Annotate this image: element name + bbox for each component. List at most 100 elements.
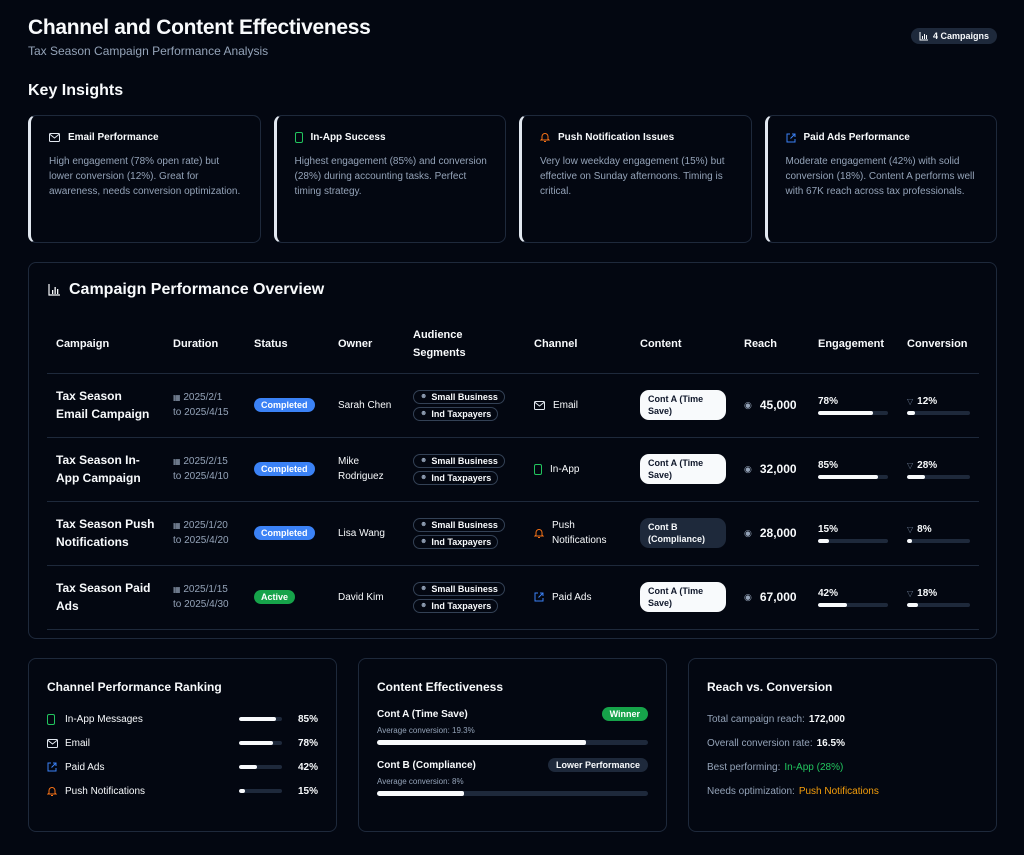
insight-card-paid: Paid Ads Performance Moderate engagement… [764, 115, 997, 243]
content-cell: Cont B (Compliance) [631, 501, 735, 566]
phone-icon [534, 463, 542, 475]
column-header: Owner [329, 315, 404, 374]
ranking-item: Email 78% [47, 731, 318, 755]
users-icon: ☻ [420, 393, 428, 400]
channel-cell: In-App [525, 437, 631, 502]
best-performing-value: In-App (28%) [784, 761, 844, 773]
eye-icon: ◉ [744, 399, 752, 410]
content-b-block: Cont B (Compliance) Lower Performance Av… [377, 758, 648, 796]
column-header: Status [245, 315, 329, 374]
campaign-duration: ▦ 2025/1/20 to 2025/4/20 [164, 501, 245, 566]
conversion-bar [907, 474, 970, 479]
table-row[interactable]: Tax Season Email Campaign ▦ 2025/2/1 to 2… [47, 373, 979, 438]
reach-cell: ◉ 32,000 [735, 437, 809, 502]
column-header: Conversion [898, 315, 979, 374]
total-reach-row: Total campaign reach: 172,000 [707, 713, 845, 725]
needs-optimization-row: Needs optimization: Push Notifications [707, 785, 879, 797]
ranking-value: 42% [297, 761, 318, 773]
engagement-bar [818, 538, 888, 543]
external-link-icon [534, 592, 544, 602]
owner: Lisa Wang [329, 501, 404, 566]
card-title: Channel Performance Ranking [47, 680, 222, 694]
eye-icon: ◉ [744, 591, 752, 602]
ranking-value: 78% [297, 737, 318, 749]
engagement-cell: 15% [809, 501, 898, 566]
campaign-duration: ▦ 2025/2/1 to 2025/4/15 [164, 373, 245, 438]
campaign-name: Tax Season Email Campaign [47, 373, 164, 438]
calendar-icon: ▦ [173, 521, 181, 530]
best-performing-row: Best performing: In-App (28%) [707, 761, 844, 773]
bell-icon [540, 132, 550, 143]
eye-icon: ◉ [744, 463, 752, 474]
users-icon: ☻ [420, 457, 428, 464]
engagement-bar [818, 474, 888, 479]
campaign-duration: ▦ 2025/1/15 to 2025/4/30 [164, 565, 245, 630]
conversion-rate-row: Overall conversion rate: 16.5% [707, 737, 845, 749]
bell-icon [47, 786, 65, 797]
content-label: Cont A (Time Save) [377, 708, 468, 720]
users-icon: ☻ [420, 410, 428, 417]
ranking-label: Email [65, 737, 91, 749]
eye-icon: ◉ [744, 527, 752, 538]
channel-cell: Email [525, 373, 631, 438]
campaign-name: Tax Season Push Notifications [47, 501, 164, 566]
key-insights-title: Key Insights [28, 82, 124, 99]
conversion-cell: ▽ 8% [898, 501, 979, 566]
reach-cell: ◉ 28,000 [735, 501, 809, 566]
channel-ranking-card: Channel Performance Ranking In-App Messa… [28, 658, 337, 832]
status-badge: Active [254, 590, 296, 604]
column-header: Campaign [47, 315, 164, 374]
users-icon: ☻ [420, 602, 428, 609]
content-cell: Cont A (Time Save) [631, 437, 735, 502]
segment-badge: ☻ Ind Taxpayers [413, 406, 499, 421]
content-cell: Cont A (Time Save) [631, 373, 735, 438]
phone-icon [47, 713, 65, 725]
segments-cell: ☻ Small Business ☻ Ind Taxpayers [404, 501, 525, 566]
status-cell: Completed [245, 437, 329, 502]
funnel-icon: ▽ [907, 460, 914, 470]
segment-badge: ☻ Small Business [413, 389, 505, 404]
content-a-block: Cont A (Time Save) Winner Average conver… [377, 707, 648, 745]
conversion-bar [907, 538, 970, 543]
insight-card-push: Push Notification Issues Very low weekda… [519, 115, 752, 243]
external-link-icon [786, 133, 796, 143]
calendar-icon: ▦ [173, 585, 181, 594]
content-badge: Cont A (Time Save) [640, 582, 726, 612]
channel-cell: Paid Ads [525, 565, 631, 630]
page-subtitle: Tax Season Campaign Performance Analysis [28, 44, 269, 58]
insight-title: Paid Ads Performance [803, 132, 910, 143]
total-reach-value: 172,000 [808, 713, 845, 725]
segment-badge: ☻ Ind Taxpayers [413, 470, 499, 485]
mail-icon [47, 738, 65, 748]
insight-title: In-App Success [310, 132, 386, 143]
lower-performance-badge: Lower Performance [547, 758, 648, 772]
ranking-bar [239, 741, 282, 745]
content-cell: Cont A (Time Save) [631, 565, 735, 630]
column-header: Audience Segments [404, 315, 525, 374]
content-bar [377, 791, 648, 796]
content-badge: Cont A (Time Save) [640, 454, 726, 484]
ranking-bar [239, 789, 282, 793]
column-header: Engagement [809, 315, 898, 374]
mail-icon [534, 400, 545, 410]
table-header-row: Campaign Duration Status Owner Audience … [47, 315, 979, 374]
table-row[interactable]: Tax Season Push Notifications ▦ 2025/1/2… [47, 501, 979, 566]
segments-cell: ☻ Small Business ☻ Ind Taxpayers [404, 437, 525, 502]
insight-text: Highest engagement (85%) and conversion … [294, 156, 487, 197]
segment-badge: ☻ Small Business [413, 517, 505, 532]
campaign-table: Campaign Duration Status Owner Audience … [47, 315, 979, 630]
users-icon: ☻ [420, 521, 428, 528]
reach-conversion-card: Reach vs. Conversion Total campaign reac… [688, 658, 997, 832]
content-bar [377, 740, 648, 745]
content-badge: Cont B (Compliance) [640, 518, 726, 548]
table-row[interactable]: Tax Season Paid Ads ▦ 2025/1/15 to 2025/4… [47, 565, 979, 630]
column-header: Channel [525, 315, 631, 374]
engagement-cell: 78% [809, 373, 898, 438]
insight-card-email: Email Performance High engagement (78% o… [28, 115, 261, 243]
engagement-bar [818, 410, 888, 415]
conversion-cell: ▽ 18% [898, 565, 979, 630]
campaign-name: Tax Season Paid Ads [47, 565, 164, 630]
table-row[interactable]: Tax Season In-App Campaign ▦ 2025/2/15 to… [47, 437, 979, 502]
content-sub: Average conversion: 8% [377, 777, 464, 786]
status-cell: Completed [245, 373, 329, 438]
